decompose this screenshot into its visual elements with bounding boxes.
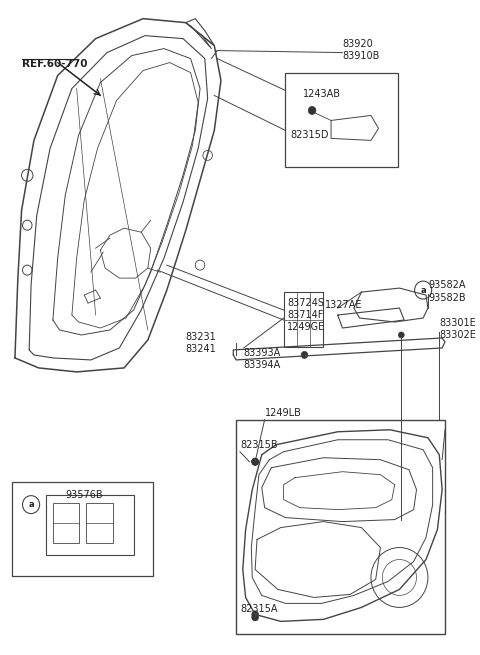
Text: 93582A
93582B: 93582A 93582B bbox=[428, 280, 466, 303]
Text: 1249LB: 1249LB bbox=[264, 408, 301, 418]
Bar bbox=[53, 502, 80, 542]
Text: 1243AB: 1243AB bbox=[302, 88, 341, 98]
Text: 1327AE: 1327AE bbox=[325, 300, 363, 310]
Circle shape bbox=[252, 611, 258, 618]
Text: a: a bbox=[28, 500, 34, 509]
Text: 83920
83910B: 83920 83910B bbox=[342, 39, 380, 61]
Text: 83301E
83302E: 83301E 83302E bbox=[439, 318, 476, 341]
Circle shape bbox=[308, 107, 316, 115]
Text: a: a bbox=[420, 286, 426, 295]
Circle shape bbox=[252, 458, 258, 465]
Text: 83393A
83394A: 83393A 83394A bbox=[244, 348, 281, 370]
Circle shape bbox=[252, 458, 258, 465]
Text: REF.60-770: REF.60-770 bbox=[22, 58, 87, 69]
Circle shape bbox=[301, 352, 308, 358]
Text: 83231
83241: 83231 83241 bbox=[186, 332, 216, 354]
Bar bbox=[284, 292, 324, 347]
Text: 93576B: 93576B bbox=[65, 490, 103, 500]
Text: 82315D: 82315D bbox=[290, 130, 329, 140]
Circle shape bbox=[252, 458, 258, 465]
Bar bbox=[236, 420, 445, 634]
Text: 1249GE: 1249GE bbox=[288, 322, 325, 332]
Text: 82315A: 82315A bbox=[240, 605, 277, 614]
Circle shape bbox=[252, 614, 258, 621]
Bar bbox=[46, 495, 133, 555]
Text: 83724S
83714F: 83724S 83714F bbox=[288, 298, 324, 320]
Bar bbox=[12, 481, 153, 576]
Bar bbox=[86, 502, 113, 542]
Circle shape bbox=[398, 332, 404, 338]
Text: 82315B: 82315B bbox=[240, 440, 277, 450]
Bar bbox=[286, 73, 397, 167]
